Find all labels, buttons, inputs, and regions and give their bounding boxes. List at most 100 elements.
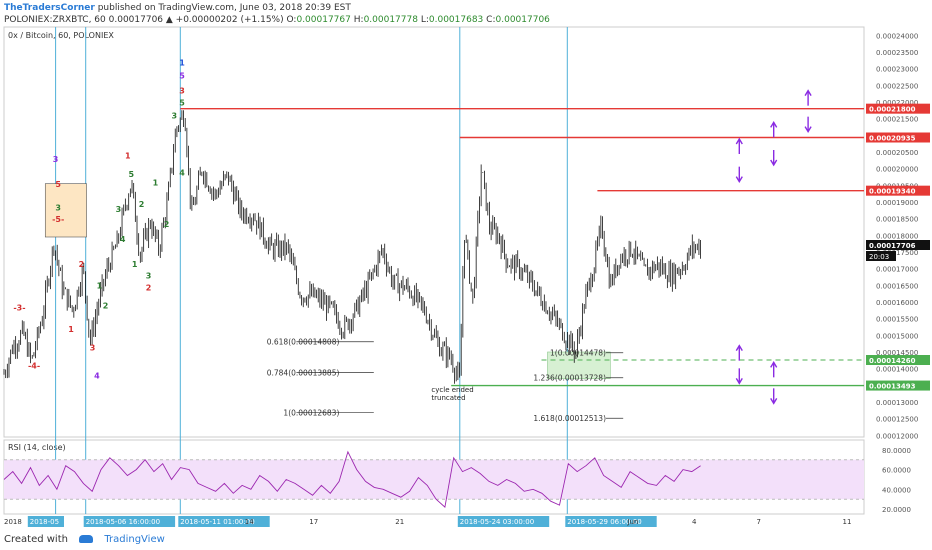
x-axis-tick: 2018-05-06 16:00:00: [86, 518, 160, 526]
level-badge: [866, 355, 930, 365]
price-axis-tick: 0.00022000: [876, 99, 918, 107]
wave-label: 2: [103, 302, 109, 311]
open-label: O:: [286, 15, 297, 25]
level-badge: [866, 132, 930, 143]
up-arrow-head: [770, 360, 778, 368]
wave-label: 1: [68, 325, 74, 334]
down-arrow-head: [770, 159, 778, 167]
x-axis-tick: Jun: [627, 518, 639, 526]
high-value: 0.00017778: [363, 15, 418, 25]
x-axis-highlight: [27, 516, 64, 527]
level-badge: [866, 103, 930, 114]
wave-label: 4: [179, 168, 185, 177]
last-time-label: 20:03: [869, 253, 889, 261]
close-label: C:: [486, 15, 496, 25]
wave-label: 4: [120, 235, 126, 244]
symbol-header: POLONIEX:ZRXBTC, 60 0.00017706 ▲ +0.0000…: [4, 15, 932, 25]
x-axis-highlight: [178, 516, 270, 527]
x-axis-tick: 11: [843, 518, 852, 526]
main-chart-title: 0x / Bitcoin, 60, POLONIEX: [8, 31, 114, 40]
wave-label: 5: [128, 170, 134, 179]
symbol-label: POLONIEX:ZRXBTC, 60: [4, 15, 106, 25]
wave-label: 1: [179, 58, 185, 67]
price-axis-tick: 0.00012500: [876, 416, 918, 424]
level-label: 0.00014260: [869, 357, 916, 365]
price-change: 0.00017706 ▲ +0.00000202 (+1.15%): [108, 15, 284, 25]
wave-label: 1: [97, 282, 103, 291]
last-price-label: 0.00017706: [869, 242, 916, 250]
low-value: 0.00017683: [428, 15, 484, 25]
x-axis-tick: 21: [395, 518, 404, 526]
wave-box: [44, 183, 87, 238]
close-value: 0.00017706: [495, 15, 550, 25]
wave-label: 5: [179, 98, 185, 107]
price-axis-tick: 0.00015500: [876, 316, 918, 324]
fib-label: 1.236(0.00013728): [533, 374, 606, 383]
down-arrow-head: [735, 377, 743, 385]
fib-label: 0.618(0.00014808): [267, 338, 340, 347]
rsi-chart-title: RSI (14, close): [8, 443, 66, 452]
price-axis-tick: 0.00016500: [876, 282, 918, 290]
wave-label: 1: [153, 178, 159, 187]
level-badge: [866, 185, 930, 196]
level-label: 0.00021800: [869, 106, 916, 114]
footer: Created with TradingView: [4, 534, 165, 545]
x-axis-tick: 2018-05-29 06:00:00: [567, 518, 641, 526]
price-axis-tick: 0.00018500: [876, 216, 918, 224]
tradingview-link[interactable]: TradingView: [104, 534, 165, 545]
up-arrow-head: [735, 344, 743, 352]
rsi-line: [3, 450, 701, 508]
down-arrow-head: [804, 126, 812, 134]
wave-label: -3-: [13, 303, 25, 312]
level-label: 0.00013493: [869, 383, 916, 391]
rsi-band: [4, 459, 864, 500]
author-link[interactable]: TheTradersCorner: [4, 3, 95, 13]
wave-label: 3: [90, 343, 96, 352]
rsi-axis-tick: 40.0000: [882, 486, 911, 494]
level-badge: [866, 380, 930, 391]
x-axis-highlight: [565, 516, 657, 527]
wave-label: 1: [125, 152, 131, 161]
price-axis-tick: 0.00020500: [876, 149, 918, 157]
high-label: H:: [353, 15, 364, 25]
price-axis-tick: 0.00020000: [876, 166, 918, 174]
tradingview-logo-icon: [79, 535, 94, 543]
price-axis-tick: 0.00014000: [876, 366, 918, 374]
wave-label: 2: [164, 220, 170, 229]
x-axis-highlight: [83, 516, 176, 527]
fib-label: 0.784(0.00013885): [267, 369, 340, 378]
price-pane: [3, 26, 865, 438]
wave-label: 2: [79, 260, 85, 269]
x-axis-tick: 2018-05-11 01:00:00: [180, 518, 254, 526]
down-arrow-head: [770, 397, 778, 405]
wave-label: 1: [132, 260, 138, 269]
up-arrow-head: [804, 89, 812, 97]
price-axis-tick: 0.00017000: [876, 266, 918, 274]
wave-label: 3: [171, 112, 177, 121]
fib-label: 1.618(0.00012513): [533, 414, 606, 423]
wave-label: 3: [146, 272, 152, 281]
open-value: 0.00017767: [296, 15, 351, 25]
last-price-badge: [866, 240, 930, 250]
price-axis-tick: 0.00022500: [876, 82, 918, 90]
price-axis-tick: 0.00023000: [876, 66, 918, 74]
rsi-axis-tick: 60.0000: [882, 467, 911, 475]
x-axis-highlight: [457, 516, 550, 527]
price-axis-tick: 0.00021500: [876, 116, 918, 124]
price-axis-tick: 0.00017500: [876, 249, 918, 257]
level-label: 0.00020935: [869, 135, 916, 143]
x-axis-tick: 7: [757, 518, 761, 526]
price-axis-tick: 0.00013000: [876, 399, 918, 407]
x-axis-tick: 2018-05: [30, 518, 59, 526]
publish-info: published on TradingView.com, June 03, 2…: [97, 3, 351, 13]
price-axis-tick: 0.00015000: [876, 332, 918, 340]
price-axis-tick: 0.00024000: [876, 32, 918, 40]
wave-label: 3: [179, 87, 185, 96]
up-arrow-head: [735, 137, 743, 145]
wave-label: -5-: [52, 215, 64, 224]
up-arrow-head: [770, 120, 778, 128]
level-label: 0.00019340: [869, 188, 916, 196]
wave-label: 5: [179, 72, 185, 81]
target-zone: [547, 351, 611, 379]
